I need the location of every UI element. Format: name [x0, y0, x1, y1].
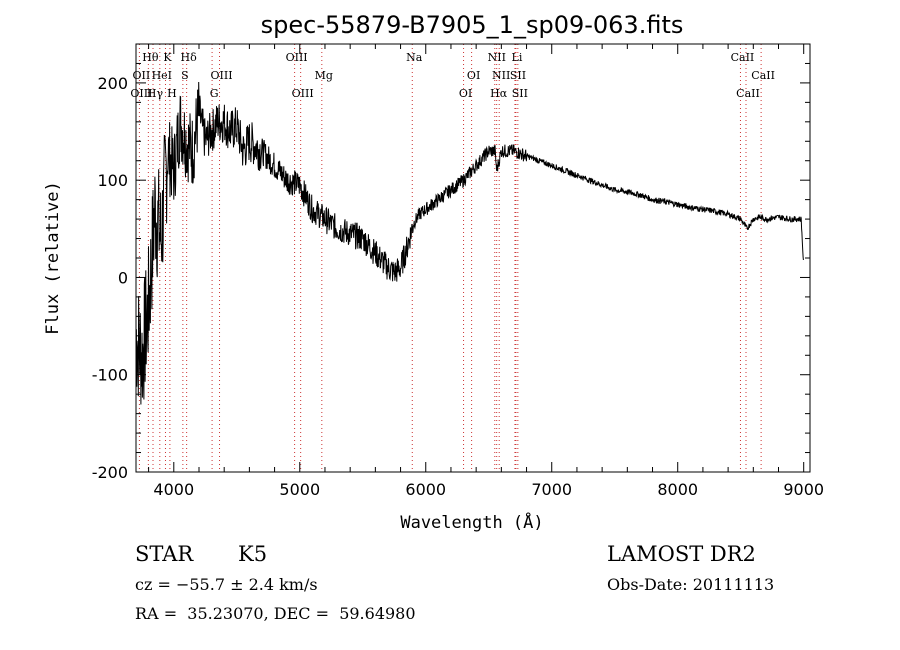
line-annotation: Na [406, 51, 423, 64]
line-annotation: OIII [292, 87, 314, 100]
line-annotation: K [163, 51, 172, 64]
y-tick-label: -200 [92, 463, 128, 482]
y-axis: -200 -100 0 100 200 [92, 43, 810, 482]
line-annotation: Hδ [181, 51, 198, 64]
spectrum-line [135, 81, 804, 405]
object-subclass: K5 [238, 542, 268, 566]
line-annotation: CaII [731, 51, 755, 64]
line-annotation: Hα [490, 87, 508, 100]
line-annotation: CaII [736, 87, 760, 100]
survey-name: LAMOST DR2 [607, 542, 756, 566]
line-annotation: G [210, 87, 219, 100]
chart-title: spec-55879-B7905_1_sp09-063.fits [261, 11, 684, 39]
x-tick-label: 7000 [531, 480, 572, 499]
y-axis-label: Flux (relative) [43, 181, 63, 335]
y-tick-label: 0 [118, 268, 128, 287]
line-annotation: OII [133, 69, 151, 82]
y-tick-label: 100 [97, 171, 128, 190]
x-tick-label: 4000 [153, 480, 194, 499]
line-annotation: OIII [286, 51, 308, 64]
x-tick-label: 9000 [783, 480, 824, 499]
line-marker-group [138, 44, 762, 472]
line-annotation: S [181, 69, 189, 82]
y-tick-label: 200 [97, 74, 128, 93]
line-annotation: CaII [751, 69, 775, 82]
plot-frame [135, 43, 811, 473]
line-annotation: OI [459, 87, 472, 100]
x-axis-label: Wavelength (Å) [400, 511, 543, 533]
line-annotation: Hθ [142, 51, 159, 64]
line-annotation: OIII [130, 87, 152, 100]
x-axis: 4000 5000 6000 7000 8000 9000 [148, 44, 824, 499]
x-tick-label: 6000 [405, 480, 446, 499]
spectrum-series [135, 81, 804, 405]
line-annotation: Mg [315, 69, 333, 82]
x-tick-label: 5000 [279, 480, 320, 499]
line-annotation: NII [492, 69, 510, 82]
line-annotation: HeI [152, 69, 172, 82]
line-annotation: SII [510, 69, 526, 82]
line-annotation: OIII [210, 69, 232, 82]
line-annotation: OI [467, 69, 480, 82]
line-annotation: Li [512, 51, 523, 64]
line-annotation: H [167, 87, 177, 100]
redshift-readout: cz = −55.7 ± 2.4 km/s [135, 575, 318, 594]
object-class: STAR [135, 542, 194, 566]
line-annotation: NII [488, 51, 506, 64]
y-tick-label: -100 [92, 366, 128, 385]
line-annotation: SII [512, 87, 528, 100]
observation-date: Obs-Date: 20111113 [607, 575, 775, 594]
line-annotation: Hγ [147, 87, 164, 100]
position-readout: RA = 35.23070, DEC = 59.64980 [135, 604, 416, 623]
x-tick-label: 8000 [657, 480, 698, 499]
